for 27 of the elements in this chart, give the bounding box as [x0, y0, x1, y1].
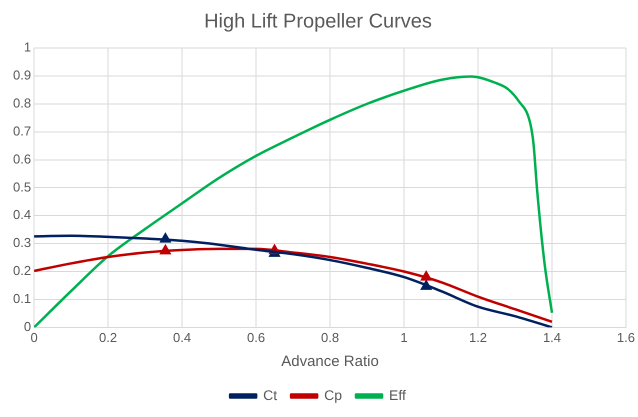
y-tick-label: 0 [24, 318, 32, 334]
line-series [34, 75, 554, 328]
x-tick-label: 0.6 [246, 330, 266, 345]
line-series [34, 234, 554, 328]
y-tick-label: 0.9 [12, 68, 32, 83]
y-tick-label: 0.6 [12, 151, 32, 166]
y-tick-label: 0.1 [12, 291, 32, 306]
x-axis-title: Advance Ratio [281, 353, 379, 370]
x-tick-label: 1.2 [468, 330, 488, 345]
x-tick-label: 0.4 [173, 330, 192, 345]
y-tick-label: 0.3 [12, 235, 32, 250]
x-tick-label: 0.2 [99, 330, 118, 345]
y-tick-label: 0.2 [12, 263, 32, 278]
x-tick-label: 1.4 [542, 330, 562, 345]
y-tick-label: 0.7 [12, 123, 32, 138]
legend-label: Eff [389, 386, 406, 403]
x-tick-label: 1 [400, 330, 408, 345]
x-tick-label: 1.6 [616, 330, 636, 345]
y-tick-label: 0.4 [12, 207, 32, 222]
legend-label: Ct [263, 386, 278, 403]
y-tick-label: 1 [24, 40, 32, 55]
legend-label: Cp [324, 386, 342, 403]
chart-title: High Lift Propeller Curves [204, 10, 432, 33]
y-tick-label: 0.5 [12, 179, 32, 194]
x-tick-label: 0.8 [320, 330, 340, 345]
y-tick-label: 0.8 [12, 95, 32, 110]
line-series [34, 248, 554, 324]
